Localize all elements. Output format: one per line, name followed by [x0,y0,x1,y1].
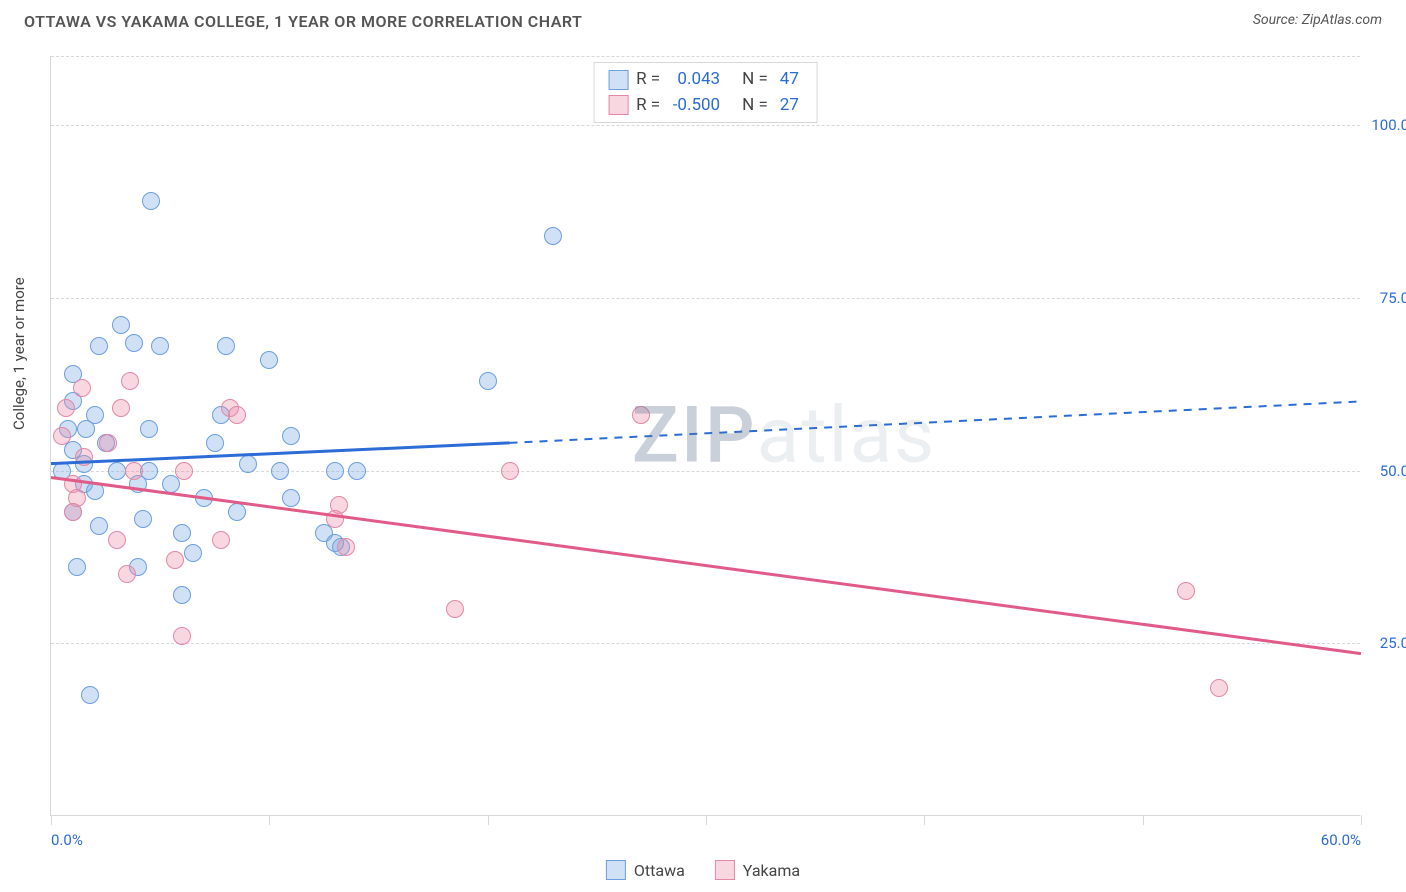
n-label: N = [742,93,768,119]
trend-line-dashed [510,401,1362,442]
x-tick [51,815,52,825]
x-tick-label: 0.0% [51,831,83,849]
r-label: R = [636,67,660,93]
x-tick [924,815,925,825]
legend-item-ottawa: Ottawa [606,860,685,880]
trend-lines [51,56,1361,816]
y-axis-label: College, 1 year or more [10,277,28,430]
legend-swatch-ottawa [608,70,628,90]
series-legend: Ottawa Yakama [606,860,800,880]
chart-source: Source: ZipAtlas.com [1253,12,1382,28]
x-tick-label: 60.0% [1321,831,1361,849]
n-value: 47 [776,67,803,93]
y-tick-label: 25.0% [1365,634,1406,652]
x-tick [488,815,489,825]
legend-row: R = -0.500 N = 27 [608,93,803,119]
legend-label: Yakama [743,861,800,880]
n-value: 27 [776,93,803,119]
x-tick [1361,815,1362,825]
correlation-legend: R = 0.043 N = 47 R = -0.500 N = 27 [593,62,818,123]
r-label: R = [636,93,660,119]
legend-item-yakama: Yakama [715,860,800,880]
chart-header: OTTAWA VS YAKAMA COLLEGE, 1 YEAR OR MORE… [0,0,1406,50]
trend-line-solid [51,443,510,464]
y-tick-label: 100.0% [1365,116,1406,134]
x-tick [706,815,707,825]
chart-title: OTTAWA VS YAKAMA COLLEGE, 1 YEAR OR MORE… [24,12,582,31]
legend-swatch [715,860,735,880]
legend-label: Ottawa [634,861,685,880]
legend-swatch [606,860,626,880]
n-label: N = [742,67,768,93]
x-tick [269,815,270,825]
scatter-chart: ZIPatlas R = 0.043 N = 47 R = -0.500 N =… [50,56,1360,816]
r-value: 0.043 [668,67,724,93]
y-tick-label: 50.0% [1365,462,1406,480]
r-value: -0.500 [668,93,724,119]
x-tick [1143,815,1144,825]
legend-swatch-yakama [608,95,628,115]
legend-row: R = 0.043 N = 47 [608,67,803,93]
y-tick-label: 75.0% [1365,289,1406,307]
trend-line-solid [51,477,1361,653]
